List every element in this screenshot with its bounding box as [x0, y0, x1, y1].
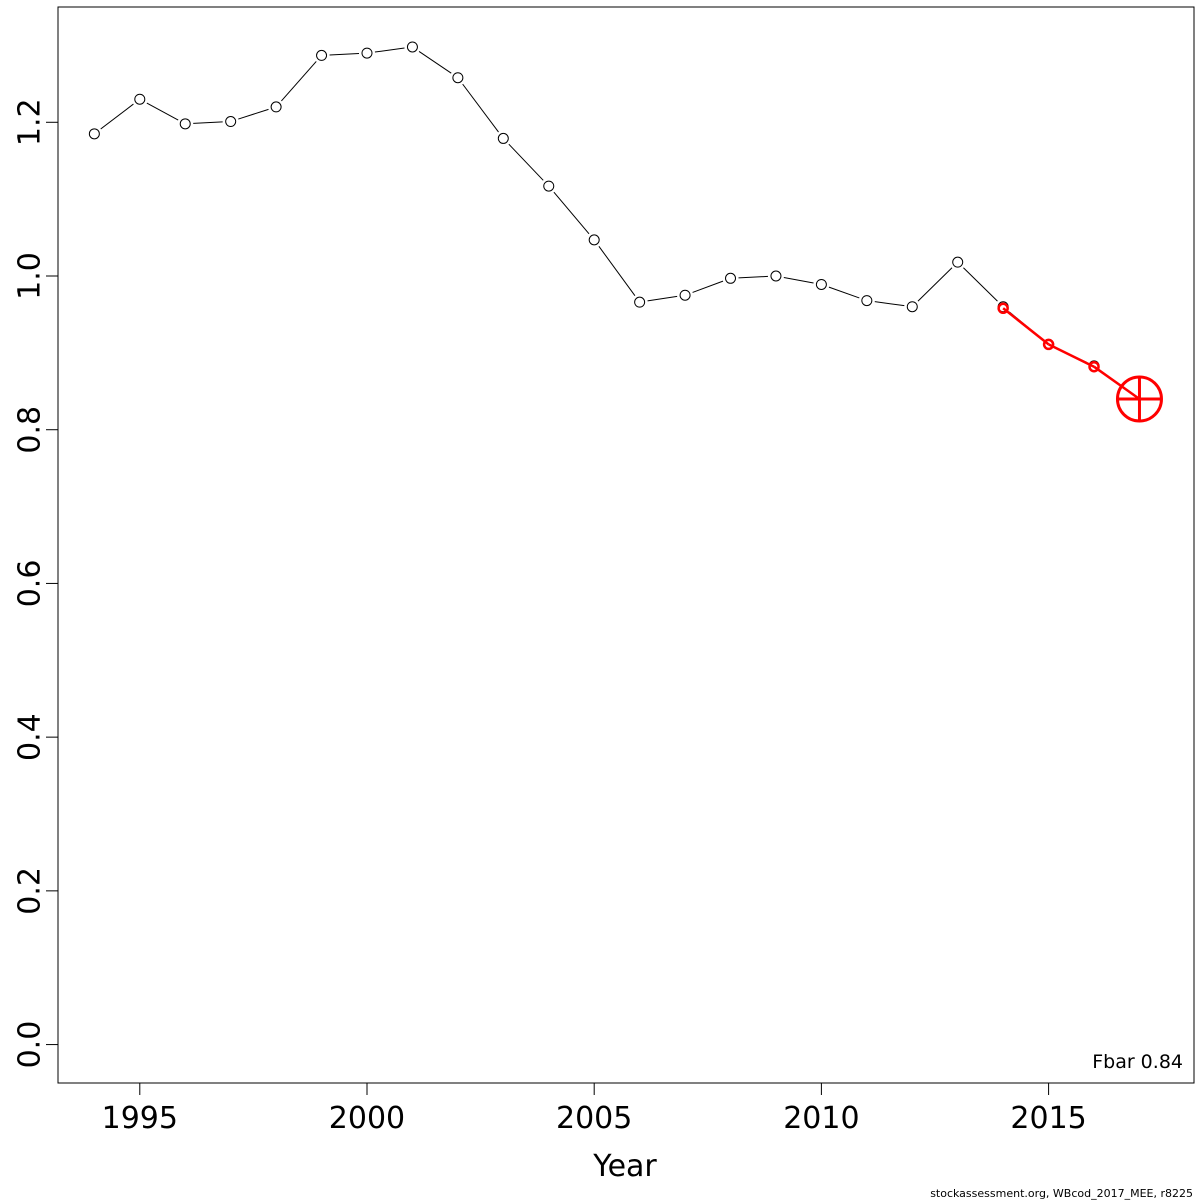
series-segment	[329, 53, 360, 56]
data-point	[679, 289, 691, 301]
data-point	[997, 302, 1009, 315]
data-point	[88, 128, 100, 140]
x-axis: 1995 2000 2005 2010 2015	[102, 1083, 1087, 1136]
data-point	[1042, 338, 1055, 351]
x-tick-label: 1995	[102, 1101, 178, 1136]
footer-credit: stockassessment.org, WBcod_2017_MEE, r82…	[930, 1187, 1193, 1200]
x-tick-label: 2005	[556, 1101, 632, 1136]
data-point	[134, 93, 146, 105]
highlight-marker	[1115, 375, 1163, 423]
data-point	[543, 180, 555, 192]
plot-frame	[57, 6, 1195, 1084]
data-point	[361, 47, 373, 59]
series-segment	[193, 121, 223, 124]
series-segment	[598, 246, 636, 296]
series-segment	[1048, 343, 1095, 368]
series-segment	[692, 280, 724, 293]
data-point	[270, 101, 282, 113]
series-segment	[874, 301, 905, 307]
data-point	[725, 272, 737, 284]
series-segment	[462, 83, 499, 133]
data-point	[225, 116, 237, 128]
data-point	[452, 72, 464, 84]
y-tick-label: 0.2	[13, 867, 48, 915]
x-tick-label: 2015	[1010, 1101, 1086, 1136]
series-segment	[100, 103, 134, 130]
series-segment	[828, 286, 860, 299]
data-point	[634, 296, 646, 308]
series-segment	[374, 47, 405, 53]
series-segment	[738, 275, 768, 279]
data-point	[861, 295, 873, 307]
data-point	[179, 118, 191, 130]
series-segment	[963, 267, 998, 302]
y-tick-label: 0.0	[13, 1021, 48, 1069]
data-point	[588, 234, 600, 246]
y-axis: 0.0 0.2 0.4 0.6 0.8 1.0 1.2	[13, 98, 58, 1069]
series-layer	[88, 41, 1163, 423]
series-segment	[281, 61, 317, 102]
y-tick-label: 0.6	[13, 560, 48, 608]
data-point	[770, 270, 782, 282]
fbar-annotation: Fbar 0.84	[1092, 1051, 1183, 1073]
series-segment	[783, 276, 814, 284]
data-point	[906, 301, 918, 313]
data-point	[815, 278, 827, 290]
data-point	[316, 49, 328, 61]
series-segment	[508, 143, 544, 181]
data-point	[1088, 360, 1100, 373]
y-tick-label: 1.2	[13, 98, 48, 146]
data-point	[952, 256, 964, 268]
x-axis-title: Year	[592, 1149, 657, 1184]
series-segment	[418, 51, 452, 74]
series-segment	[238, 108, 269, 120]
series-segment	[647, 295, 678, 302]
fbar-series	[88, 41, 1100, 372]
data-point	[406, 41, 418, 53]
x-tick-label: 2010	[783, 1101, 859, 1136]
x-tick-label: 2000	[329, 1101, 405, 1136]
series-segment	[1093, 365, 1141, 400]
y-tick-label: 0.4	[13, 713, 48, 761]
data-point	[497, 132, 509, 144]
series-segment	[917, 267, 953, 302]
series-segment	[1002, 307, 1050, 346]
y-tick-label: 1.0	[13, 252, 48, 300]
series-segment	[146, 102, 179, 121]
y-tick-label: 0.8	[13, 406, 48, 454]
projection-series	[997, 302, 1141, 400]
series-segment	[553, 191, 590, 235]
